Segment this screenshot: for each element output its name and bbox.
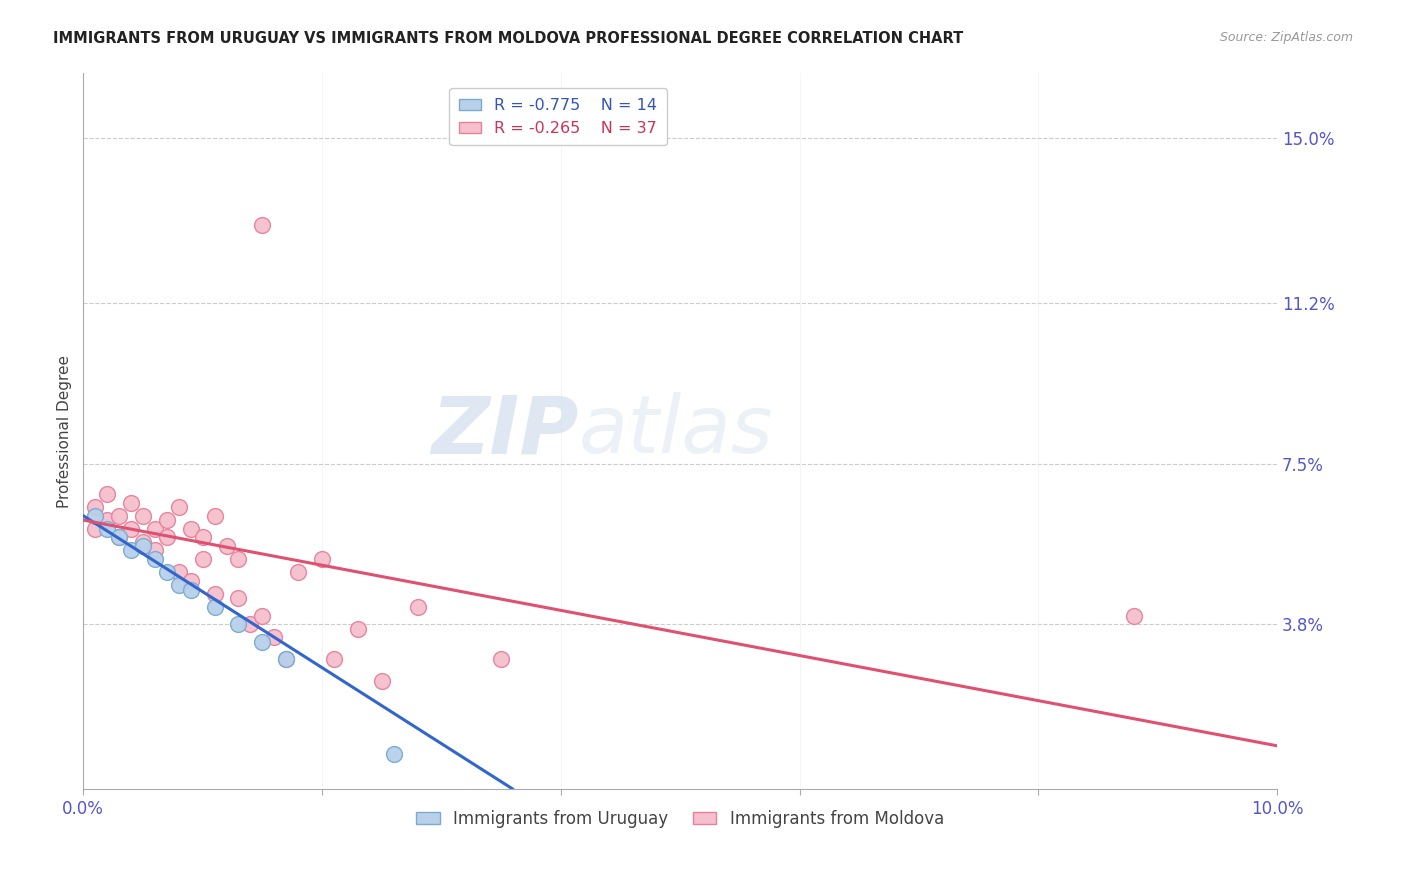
Point <box>228 552 250 566</box>
Point <box>143 543 166 558</box>
Point <box>215 539 238 553</box>
Legend: Immigrants from Uruguay, Immigrants from Moldova: Immigrants from Uruguay, Immigrants from… <box>409 804 950 835</box>
Point <box>204 599 226 614</box>
Point <box>204 587 226 601</box>
Point <box>84 522 107 536</box>
Point <box>382 747 405 762</box>
Point <box>180 574 202 588</box>
Point <box>132 534 155 549</box>
Text: IMMIGRANTS FROM URUGUAY VS IMMIGRANTS FROM MOLDOVA PROFESSIONAL DEGREE CORRELATI: IMMIGRANTS FROM URUGUAY VS IMMIGRANTS FR… <box>53 31 963 46</box>
Y-axis label: Professional Degree: Professional Degree <box>58 355 72 508</box>
Point <box>191 531 214 545</box>
Point <box>371 673 394 688</box>
Point <box>167 500 190 514</box>
Point <box>167 565 190 579</box>
Point <box>276 652 298 666</box>
Point <box>1122 608 1144 623</box>
Point <box>132 508 155 523</box>
Point <box>96 522 118 536</box>
Point <box>228 617 250 632</box>
Point <box>84 500 107 514</box>
Point <box>84 508 107 523</box>
Point <box>96 487 118 501</box>
Text: Source: ZipAtlas.com: Source: ZipAtlas.com <box>1219 31 1353 45</box>
Point <box>120 543 142 558</box>
Point <box>276 652 298 666</box>
Point <box>120 496 142 510</box>
Point <box>108 508 131 523</box>
Point <box>252 634 274 648</box>
Point <box>263 630 285 644</box>
Point <box>252 218 274 232</box>
Text: ZIP: ZIP <box>432 392 579 470</box>
Point <box>167 578 190 592</box>
Point <box>96 513 118 527</box>
Point <box>108 531 131 545</box>
Point <box>204 508 226 523</box>
Point <box>228 591 250 606</box>
Point <box>347 622 370 636</box>
Point <box>120 522 142 536</box>
Point <box>252 608 274 623</box>
Text: atlas: atlas <box>579 392 773 470</box>
Point <box>156 513 179 527</box>
Point <box>108 531 131 545</box>
Point <box>156 565 179 579</box>
Point <box>143 522 166 536</box>
Point <box>239 617 262 632</box>
Point <box>311 552 333 566</box>
Point <box>323 652 346 666</box>
Point <box>132 539 155 553</box>
Point <box>156 531 179 545</box>
Point <box>191 552 214 566</box>
Point <box>180 522 202 536</box>
Point <box>180 582 202 597</box>
Point <box>406 599 429 614</box>
Point <box>489 652 512 666</box>
Point <box>143 552 166 566</box>
Point <box>287 565 309 579</box>
